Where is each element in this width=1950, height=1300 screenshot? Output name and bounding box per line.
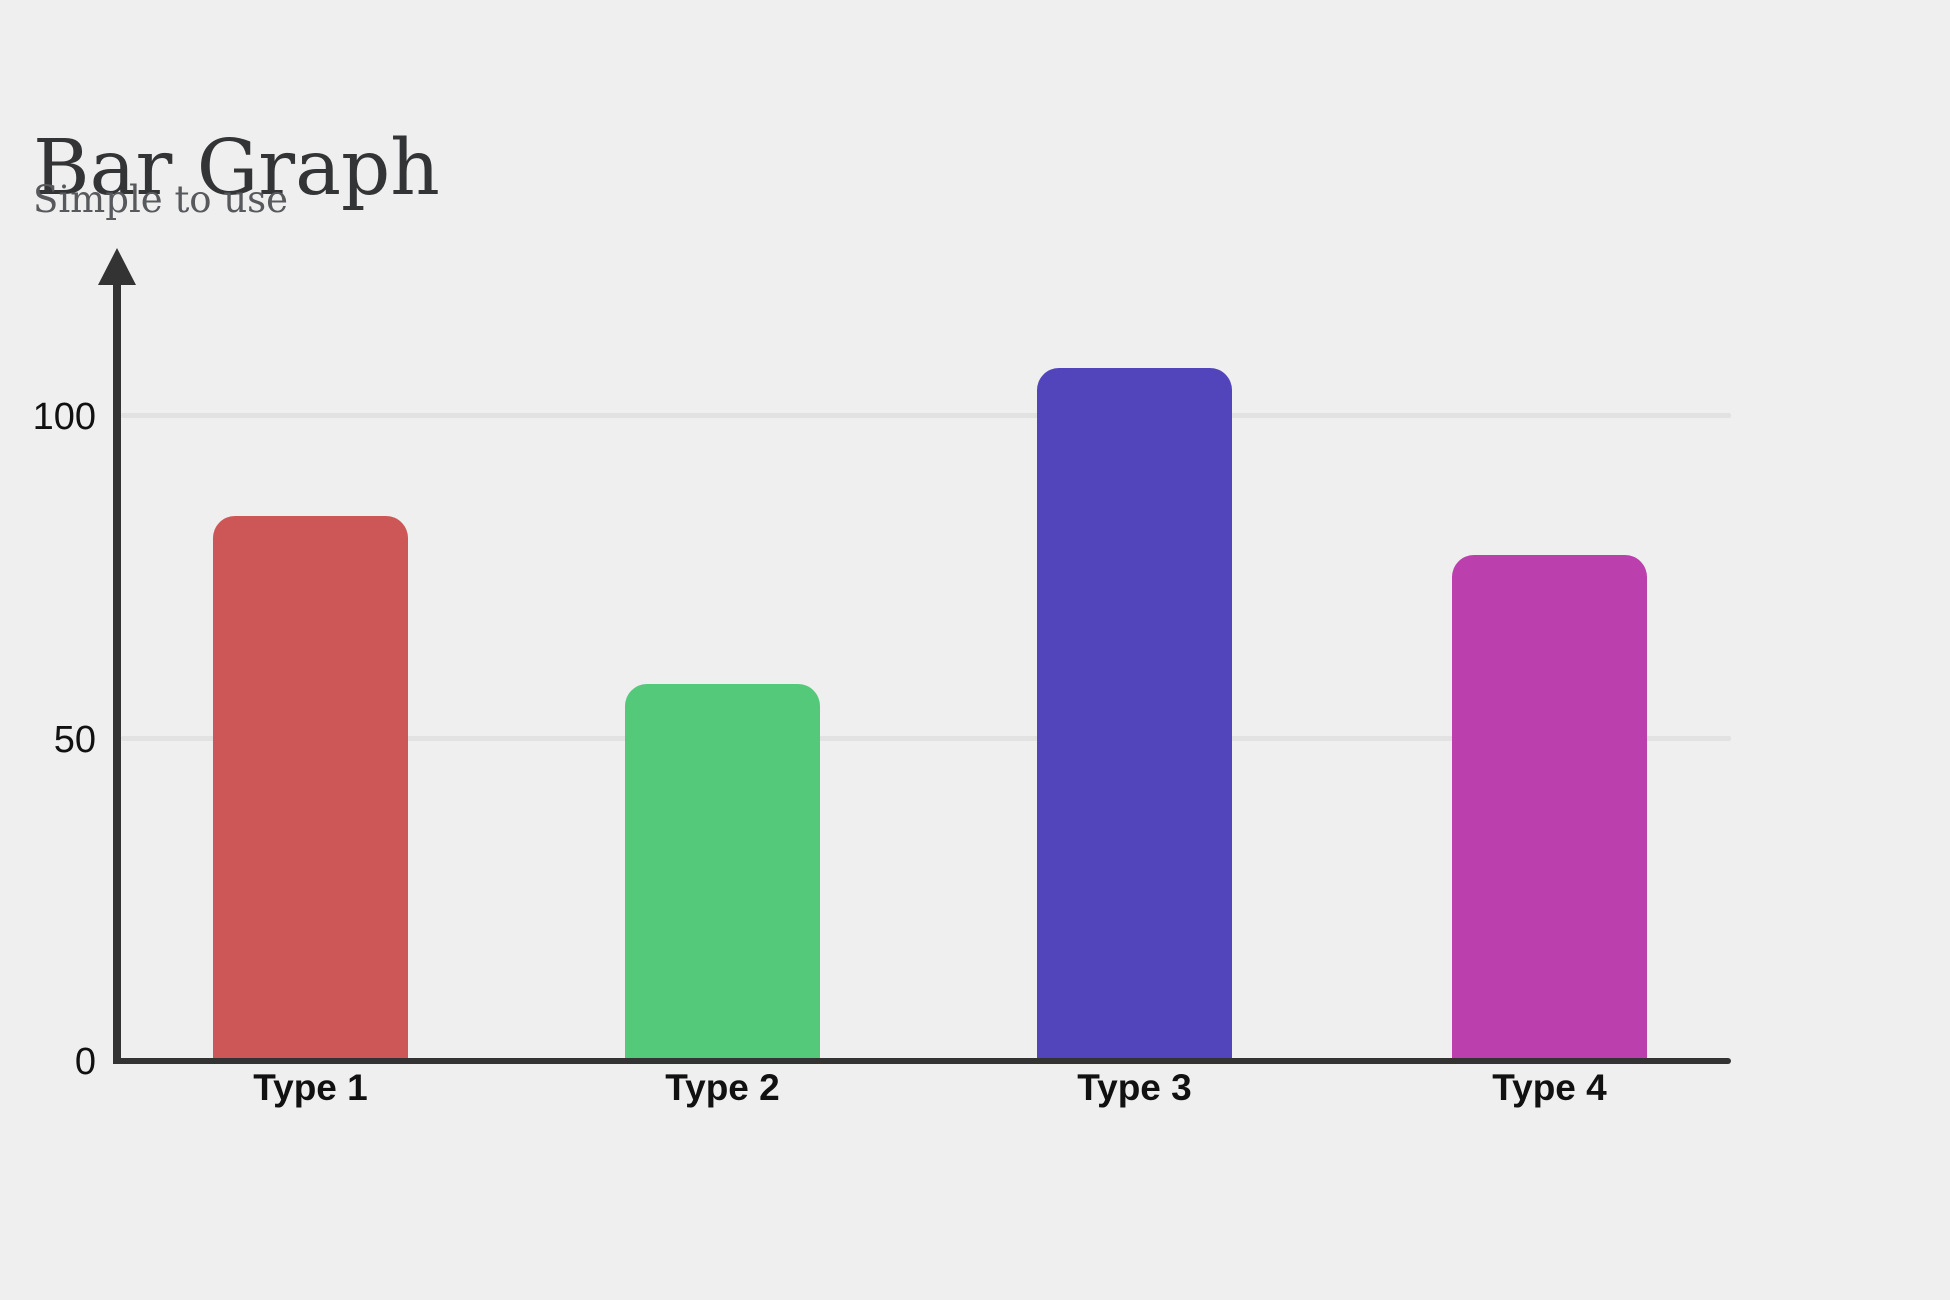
gridline-50 xyxy=(121,736,1731,741)
y-tick-label-100: 100 xyxy=(32,396,96,438)
y-tick-label-0: 0 xyxy=(74,1041,96,1083)
bar-type-1 xyxy=(213,516,408,1058)
gridline-100 xyxy=(121,413,1731,418)
y-axis-arrow-icon xyxy=(98,248,136,285)
x-tick-label-type-1: Type 1 xyxy=(253,1067,368,1108)
bar-type-3 xyxy=(1037,368,1232,1058)
x-tick-label-type-3: Type 3 xyxy=(1077,1067,1192,1108)
y-tick-label-50: 50 xyxy=(53,719,96,761)
y-axis-line xyxy=(113,276,121,1064)
x-tick-label-type-4: Type 4 xyxy=(1492,1067,1607,1108)
bar-type-4 xyxy=(1452,555,1647,1058)
chart-subtitle: Simple to use xyxy=(33,178,289,221)
bar-type-2 xyxy=(625,684,820,1058)
x-axis-line xyxy=(113,1058,1731,1064)
chart-title: Bar Graph xyxy=(33,123,440,213)
x-tick-label-type-2: Type 2 xyxy=(665,1067,780,1108)
